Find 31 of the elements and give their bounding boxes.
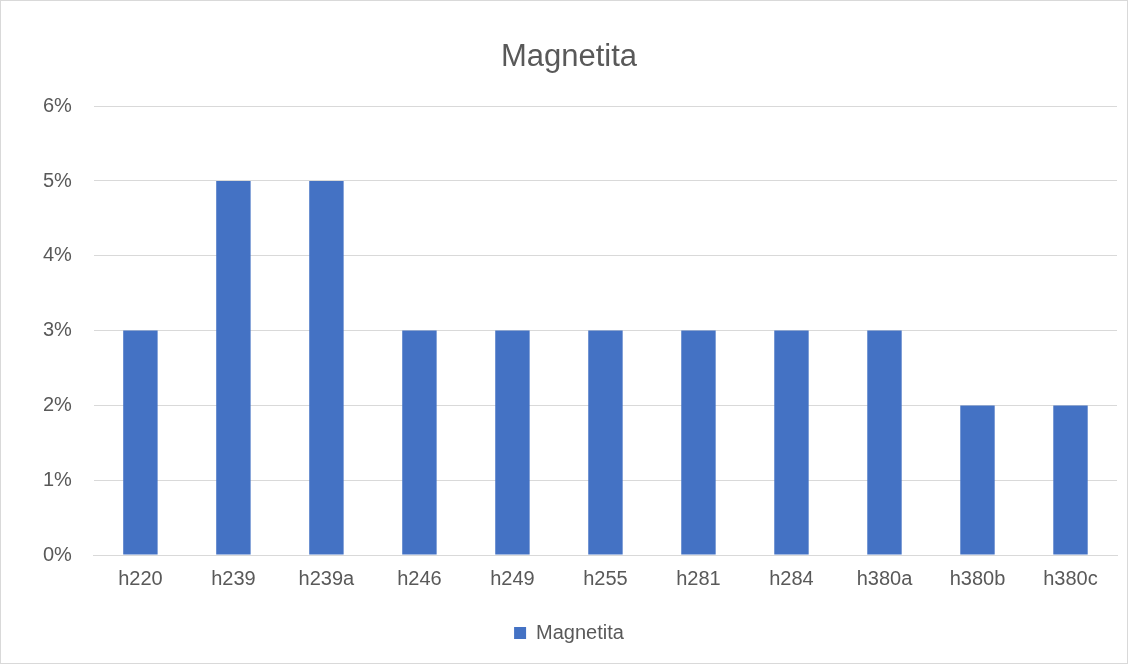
x-tick-label: h239a — [298, 566, 356, 589]
bar — [960, 405, 995, 555]
x-tick-label: h284 — [769, 566, 814, 589]
bar — [495, 330, 530, 555]
x-tick-label: h220 — [118, 566, 163, 589]
chart-title: Magnetita — [500, 38, 638, 74]
x-tick-label: h281 — [676, 566, 721, 589]
x-tick-label: h246 — [397, 566, 442, 589]
y-tick-label: 5% — [43, 168, 73, 191]
x-tick-label: h249 — [490, 566, 535, 589]
x-tick-label: h255 — [583, 566, 628, 589]
legend-label: Magnetita — [536, 620, 625, 643]
bar — [216, 181, 251, 555]
y-tick-label: 3% — [43, 318, 73, 341]
y-tick-label: 4% — [43, 243, 73, 266]
bar — [402, 330, 437, 555]
y-tick-label: 0% — [43, 542, 73, 565]
x-tick-label: h380a — [856, 566, 914, 589]
y-tick-label: 1% — [43, 467, 73, 490]
x-tick-label: h380c — [1043, 566, 1098, 589]
x-tick-label: h380b — [949, 566, 1006, 589]
bar — [681, 330, 716, 555]
y-tick-label: 2% — [43, 392, 73, 415]
bar — [867, 330, 902, 555]
bar — [309, 181, 344, 555]
y-tick-label: 6% — [43, 93, 73, 116]
bar — [588, 330, 623, 555]
bar — [1053, 405, 1088, 555]
bar — [774, 330, 809, 555]
x-tick-label: h239 — [211, 566, 256, 589]
bar — [123, 330, 158, 555]
